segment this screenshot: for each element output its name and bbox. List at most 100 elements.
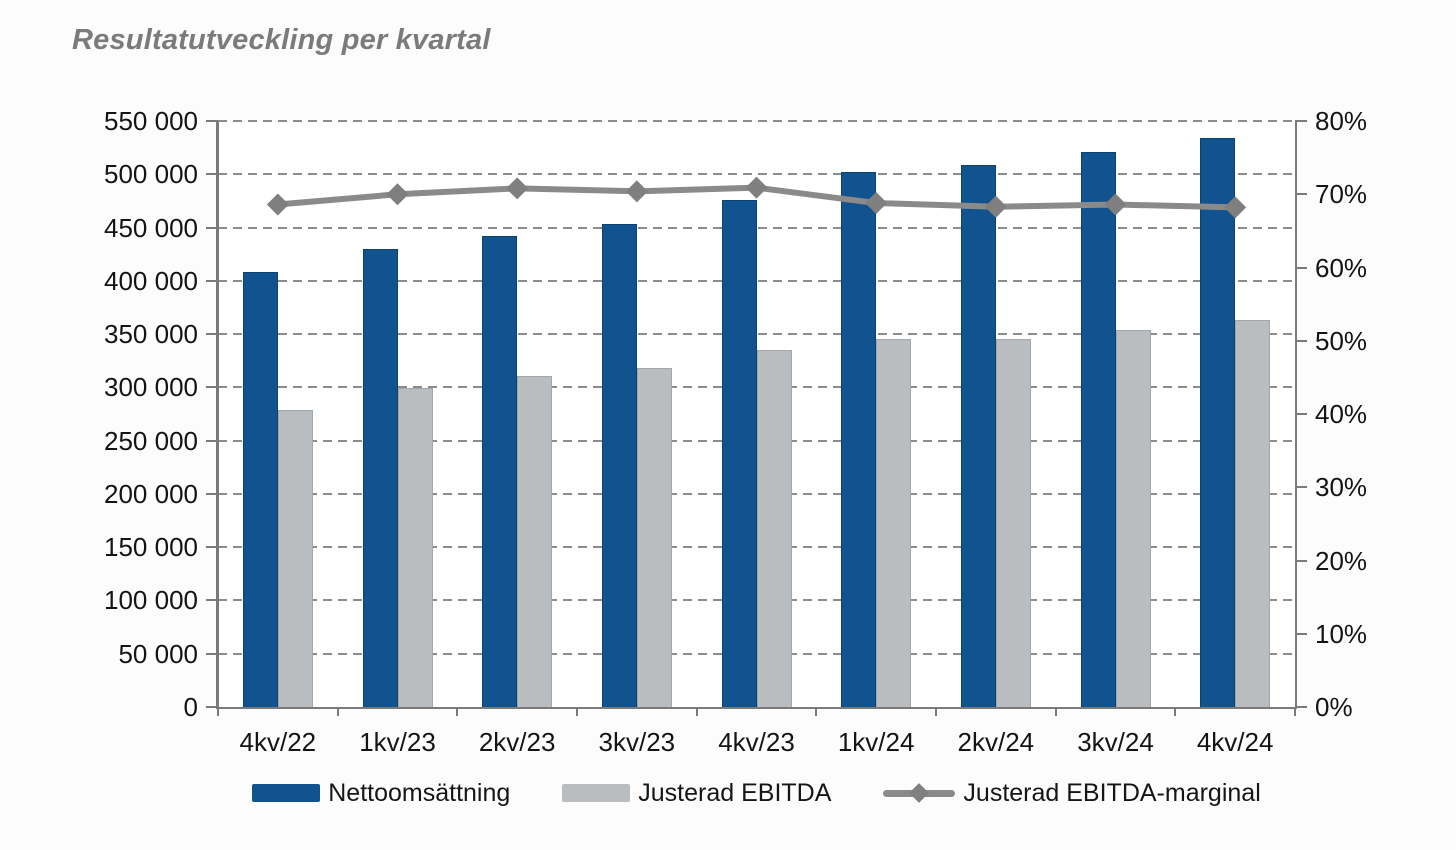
- y-axis-right-label: 0%: [1315, 692, 1353, 722]
- line-marker-swatch: [883, 783, 956, 803]
- bar-swatch-blue: [252, 784, 321, 802]
- y-axis-right-tick: [1295, 486, 1307, 489]
- legend-item-ebitda-marginal: Justerad EBITDA-marginal: [883, 778, 1261, 808]
- x-axis-label-3kv/23: 3kv/23: [598, 727, 676, 757]
- y-axis-right-tick: [1295, 632, 1307, 635]
- y-axis-right-label: 70%: [1315, 179, 1368, 210]
- y-axis-right-label: 20%: [1315, 545, 1368, 576]
- bar-justerad-ebitda-1kv/24: [876, 339, 912, 707]
- y-axis-right-tick: [1295, 266, 1307, 269]
- gridline-400000: [218, 279, 1295, 282]
- x-axis-tick: [576, 707, 578, 716]
- y-axis-right-tick: [1295, 120, 1307, 122]
- x-axis-label-1kv/24: 1kv/24: [837, 727, 915, 757]
- bar-justerad-ebitda-3kv/23: [636, 368, 672, 707]
- bar-justerad-ebitda-3kv/24: [1115, 329, 1151, 707]
- x-axis-tick: [695, 707, 698, 716]
- y-axis-left-tick: [206, 706, 218, 708]
- x-axis-label-3kv/24: 3kv/24: [1077, 727, 1154, 757]
- legend-label: Justerad EBITDA: [638, 778, 832, 807]
- bar-justerad-ebitda-4kv/23: [756, 350, 792, 707]
- bar-justerad-ebitda-2kv/23: [517, 375, 553, 707]
- y-axis-right-tick: [1295, 413, 1307, 415]
- x-axis-label-4kv/22: 4kv/22: [239, 727, 317, 757]
- y-axis-left-tick: [206, 386, 218, 389]
- y-axis-right-label: 50%: [1315, 325, 1368, 356]
- bar-nettoomsattning-3kv/24: [1080, 151, 1116, 707]
- x-axis-tick: [1174, 707, 1177, 716]
- y-axis-left-label: 50 000: [118, 638, 198, 669]
- y-axis-left-tick: [206, 439, 218, 442]
- chart-legend: Nettoomsättning Justerad EBITDA Justerad…: [218, 777, 1295, 809]
- x-axis-tick: [1054, 707, 1057, 716]
- bar-justerad-ebitda-4kv/24: [1235, 320, 1271, 707]
- gridline-500000: [218, 173, 1295, 176]
- x-axis-label-4kv/24: 4kv/24: [1196, 727, 1274, 757]
- bar-nettoomsattning-3kv/23: [601, 224, 637, 707]
- diamond-marker-icon: [909, 783, 930, 803]
- y-axis-left-tick: [206, 173, 218, 176]
- legend-item-justerad-ebitda: Justerad EBITDA: [562, 779, 831, 808]
- bar-nettoomsattning-4kv/22: [242, 272, 278, 707]
- y-axis-right-tick: [1295, 706, 1307, 708]
- bar-nettoomsattning-4kv/24: [1200, 138, 1236, 707]
- x-axis-label-2kv/23: 2kv/23: [478, 727, 556, 757]
- x-axis-tick: [217, 707, 219, 716]
- y-axis-left-label: 450 000: [104, 212, 198, 243]
- legend-item-nettoomsattning: Nettoomsättning: [252, 779, 510, 808]
- x-axis-label-2kv/24: 2kv/24: [957, 727, 1035, 757]
- chart-title: Resultatutveckling per kvartal: [72, 24, 491, 56]
- x-axis-line: [216, 706, 1297, 709]
- y-axis-left-tick: [206, 226, 218, 229]
- y-axis-right-label: 40%: [1315, 399, 1368, 429]
- y-axis-left-tick: [206, 599, 218, 602]
- x-axis-tick: [1294, 707, 1296, 716]
- x-axis-tick: [336, 707, 339, 716]
- bar-swatch-gray: [562, 784, 631, 802]
- y-axis-right-label: 60%: [1315, 252, 1368, 283]
- y-axis-left-label: 300 000: [104, 372, 198, 403]
- x-axis-label-1kv/23: 1kv/23: [359, 727, 436, 757]
- y-axis-right-label: 80%: [1315, 106, 1368, 136]
- bar-nettoomsattning-2kv/23: [482, 236, 518, 707]
- y-axis-right-tick: [1295, 193, 1307, 196]
- legend-label: Justerad EBITDA-marginal: [963, 778, 1261, 807]
- bar-nettoomsattning-1kv/23: [362, 248, 398, 707]
- y-axis-right-tick: [1295, 559, 1307, 562]
- x-axis-tick: [935, 707, 937, 716]
- x-axis-tick: [815, 707, 818, 716]
- bar-nettoomsattning-1kv/24: [841, 172, 877, 707]
- bar-justerad-ebitda-4kv/22: [277, 409, 313, 707]
- x-axis-tick: [456, 707, 459, 716]
- y-axis-right-tick: [1295, 339, 1307, 342]
- y-axis-right-label: 10%: [1315, 618, 1368, 649]
- y-axis-left-label: 550 000: [104, 106, 198, 136]
- y-axis-left-tick: [206, 120, 218, 122]
- y-axis-left-tick: [206, 652, 218, 655]
- y-axis-left-label: 500 000: [104, 159, 198, 190]
- bar-justerad-ebitda-1kv/23: [397, 388, 433, 707]
- y-axis-left-line: [216, 121, 219, 709]
- y-axis-left-label: 350 000: [104, 319, 198, 350]
- y-axis-left-label: 150 000: [104, 532, 198, 563]
- y-axis-left-label: 0: [183, 692, 198, 722]
- legend-label: Nettoomsättning: [328, 778, 511, 807]
- bar-nettoomsattning-2kv/24: [960, 164, 996, 707]
- y-axis-left-tick: [206, 279, 218, 282]
- y-axis-left-tick: [206, 333, 218, 336]
- gridline-350000: [218, 333, 1295, 336]
- bar-nettoomsattning-4kv/23: [721, 199, 757, 707]
- x-axis-label-4kv/23: 4kv/23: [718, 727, 795, 757]
- y-axis-left-label: 100 000: [104, 585, 198, 616]
- gridline-450000: [218, 226, 1295, 229]
- gridline-550000: [218, 120, 1295, 122]
- y-axis-left-label: 400 000: [104, 265, 198, 296]
- y-axis-left-label: 200 000: [104, 478, 198, 509]
- y-axis-left-label: 250 000: [104, 425, 198, 456]
- bar-justerad-ebitda-2kv/24: [995, 339, 1031, 707]
- y-axis-right-line: [1294, 121, 1297, 709]
- y-axis-left-tick: [206, 492, 218, 495]
- y-axis-right-label: 30%: [1315, 472, 1368, 503]
- y-axis-left-tick: [206, 546, 218, 549]
